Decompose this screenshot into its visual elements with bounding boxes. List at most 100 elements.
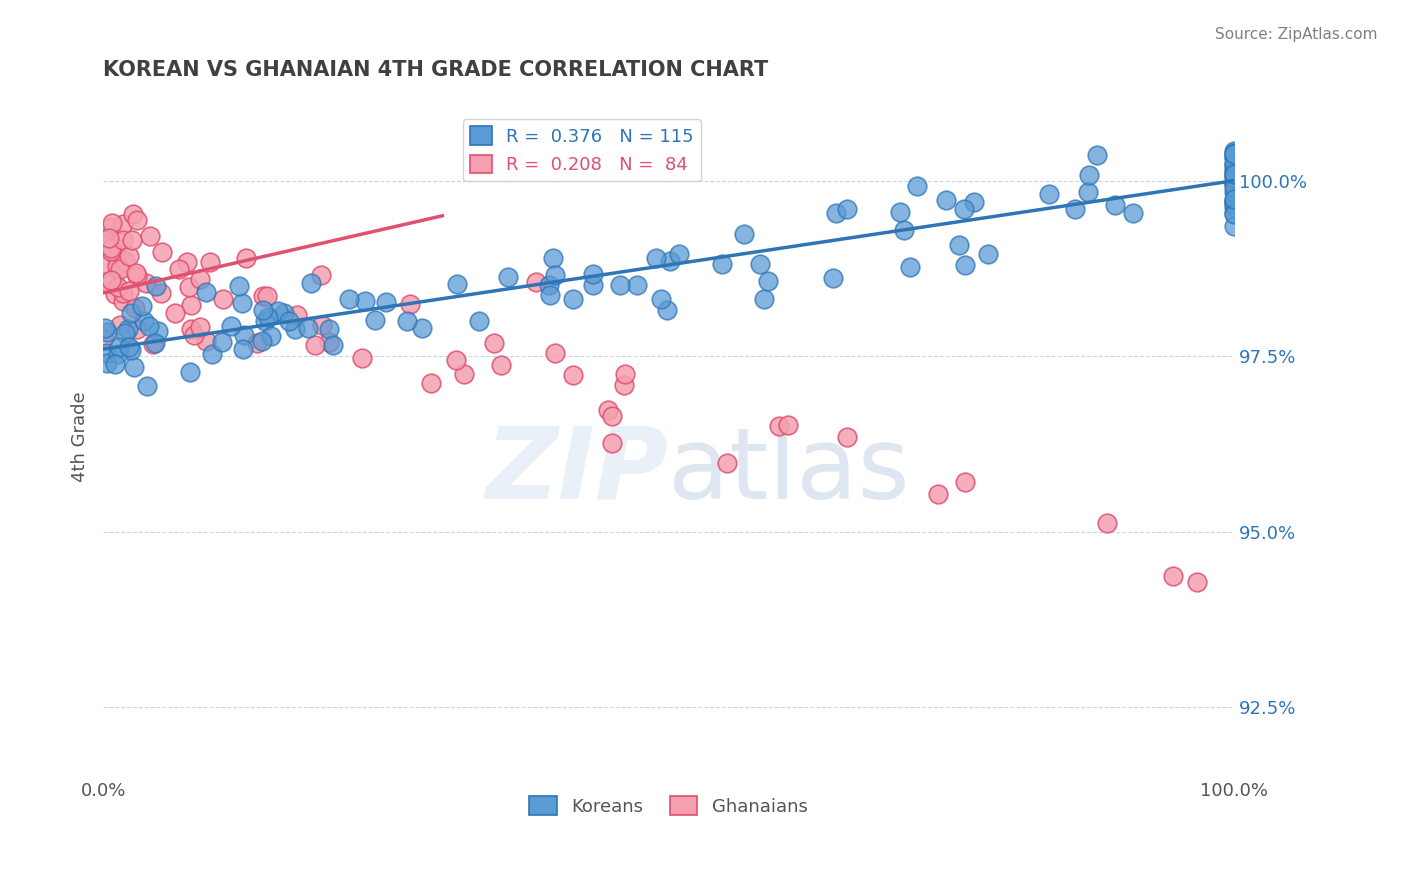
Point [100, 216, 122, 230]
Point [176, 254, 198, 268]
Point [198, 255, 221, 269]
Point [453, 367, 475, 381]
Point [1064, 202, 1087, 216]
Point [952, 202, 974, 217]
Point [259, 328, 281, 343]
Point [122, 207, 145, 221]
Point [194, 334, 217, 348]
Point [1223, 194, 1246, 208]
Point [977, 247, 1000, 261]
Point [100, 244, 122, 259]
Point [352, 351, 374, 365]
Point [273, 306, 295, 320]
Point [100, 276, 122, 290]
Point [142, 337, 165, 351]
Point [889, 204, 911, 219]
Point [1038, 186, 1060, 201]
Point [756, 274, 779, 288]
Point [311, 318, 333, 332]
Point [96, 346, 118, 360]
Point [598, 403, 620, 417]
Point [211, 293, 233, 307]
Point [252, 302, 274, 317]
Point [1223, 150, 1246, 164]
Point [231, 295, 253, 310]
Point [93, 238, 115, 252]
Point [1223, 145, 1246, 160]
Point [104, 286, 127, 301]
Point [1223, 200, 1246, 214]
Point [318, 322, 340, 336]
Point [734, 227, 756, 242]
Point [1223, 155, 1246, 169]
Point [125, 266, 148, 280]
Point [122, 360, 145, 375]
Point [1223, 150, 1246, 164]
Point [139, 229, 162, 244]
Point [252, 289, 274, 303]
Point [668, 247, 690, 261]
Point [228, 279, 250, 293]
Text: ZIP: ZIP [485, 423, 668, 519]
Point [1223, 219, 1246, 234]
Point [148, 324, 170, 338]
Y-axis label: 4th Grade: 4th Grade [72, 392, 89, 483]
Point [112, 233, 135, 247]
Point [953, 475, 976, 490]
Point [1223, 157, 1246, 171]
Point [1223, 167, 1246, 181]
Point [103, 276, 125, 290]
Point [114, 253, 136, 268]
Point [183, 327, 205, 342]
Point [278, 314, 301, 328]
Point [131, 299, 153, 313]
Point [600, 409, 623, 423]
Point [1223, 192, 1246, 206]
Point [1223, 164, 1246, 178]
Point [232, 328, 254, 343]
Point [267, 304, 290, 318]
Point [284, 322, 307, 336]
Point [1223, 144, 1246, 158]
Point [118, 340, 141, 354]
Point [835, 202, 858, 216]
Point [963, 195, 986, 210]
Point [100, 220, 122, 235]
Point [121, 233, 143, 247]
Point [375, 294, 398, 309]
Point [482, 336, 505, 351]
Point [748, 257, 770, 271]
Point [768, 418, 790, 433]
Legend: Koreans, Ghanaians: Koreans, Ghanaians [522, 789, 814, 823]
Point [543, 268, 565, 282]
Point [108, 318, 131, 332]
Point [1223, 180, 1246, 194]
Point [117, 322, 139, 336]
Point [107, 347, 129, 361]
Point [399, 297, 422, 311]
Point [1223, 207, 1246, 221]
Point [97, 231, 120, 245]
Point [824, 206, 846, 220]
Text: atlas: atlas [668, 423, 910, 519]
Point [143, 336, 166, 351]
Point [201, 347, 224, 361]
Point [165, 306, 187, 320]
Point [232, 342, 254, 356]
Point [246, 335, 269, 350]
Point [1223, 206, 1246, 220]
Point [927, 487, 949, 501]
Point [318, 334, 340, 349]
Point [544, 345, 567, 359]
Point [626, 277, 648, 292]
Point [1161, 569, 1184, 583]
Point [93, 232, 115, 246]
Point [614, 368, 637, 382]
Point [363, 313, 385, 327]
Point [132, 314, 155, 328]
Point [1223, 166, 1246, 180]
Point [354, 293, 377, 308]
Point [104, 357, 127, 371]
Point [235, 251, 257, 265]
Point [167, 261, 190, 276]
